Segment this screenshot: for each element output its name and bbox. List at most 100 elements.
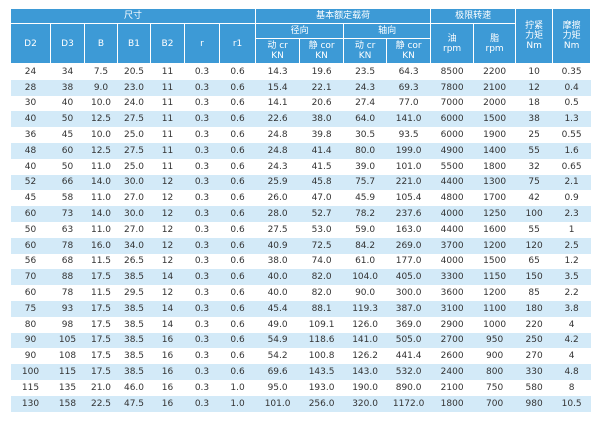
cell: 11.0 (90, 161, 112, 172)
cell: 80 (24, 319, 37, 330)
cell: 3.8 (552, 300, 591, 317)
cell: 0.3 (194, 224, 210, 235)
cell: 17.5 (90, 351, 112, 362)
cell: 269.0 (386, 237, 431, 254)
cell: 17.5 (84, 332, 118, 349)
cell: 11 (150, 111, 185, 128)
cell: 49.0 (267, 319, 288, 330)
cell: 38.5 (117, 364, 151, 380)
cell: 25.0 (123, 130, 145, 141)
cell: 3.5 (552, 269, 591, 286)
cell: 700 (473, 395, 516, 412)
cell: 0.6 (230, 98, 245, 109)
data-row: 130 158 22.5 47.5 16 0.3 1.0 101.0 256.0 320.0 117… (10, 395, 591, 412)
cell: 11 (161, 130, 174, 141)
cell: 27.4 (355, 98, 376, 109)
column-header: B2 (150, 23, 185, 64)
cell: 10.0 (90, 98, 112, 109)
cell: 30.0 (117, 174, 151, 191)
cell: 12 (161, 193, 174, 204)
cell: 0.6 (219, 237, 256, 254)
cell: 40.0 (267, 288, 288, 299)
header-line: Nm (563, 41, 580, 51)
cell: 69.3 (386, 79, 431, 96)
cell: 0.3 (194, 98, 210, 109)
cell: 150 (515, 269, 553, 286)
cell: 0.6 (219, 300, 256, 317)
cell: 28 (10, 79, 51, 96)
cell: 1000 (483, 319, 507, 330)
data-row: 56 68 11.5 26.5 12 0.3 0.6 38.0 74.0 61.0 177.0 400… (11, 254, 591, 270)
cell: 163.0 (395, 224, 422, 235)
cell: 9.0 (84, 79, 118, 96)
cell: 800 (473, 364, 516, 380)
data-row: 60 73 14.0 30.0 12 0.3 0.6 28.0 52.7 78.2 237.6 400… (10, 206, 591, 222)
cell: 61.0 (355, 256, 376, 267)
cell: 0.6 (230, 66, 245, 77)
cell: 38.5 (123, 351, 145, 362)
cell: 532.0 (386, 364, 431, 380)
cell: 0.6 (219, 332, 256, 349)
header-line: 脂 (490, 33, 500, 44)
cell: 11 (150, 142, 185, 159)
cell: 30.5 (355, 130, 376, 141)
header-line: 静 cor (308, 41, 335, 51)
cell: 45 (61, 130, 74, 141)
cell: 23.0 (117, 79, 151, 96)
cell: 108 (58, 351, 77, 362)
cell: 950 (473, 332, 516, 349)
cell: 25.0 (123, 161, 145, 172)
cell: 28.0 (255, 206, 300, 222)
cell: 750 (486, 382, 504, 393)
cell: 221.0 (386, 174, 431, 191)
cell: 22.5 (84, 395, 118, 412)
cell: 11 (161, 161, 174, 172)
cell: 0.6 (230, 224, 245, 235)
cell: 100 (10, 364, 51, 380)
cell: 126.0 (352, 319, 378, 330)
cell: 34 (61, 66, 74, 77)
cell: 55 (515, 142, 553, 159)
cell: 36 (24, 130, 37, 141)
data-row: 30 40 10.0 24.0 11 0.3 0.6 14.1 20.6 27.4 77.0 7000… (11, 96, 591, 112)
cell: 14.3 (267, 66, 288, 77)
cell: 19.6 (311, 66, 332, 77)
cell: 3300 (430, 269, 474, 286)
cell: 58 (61, 193, 74, 204)
cell: 40 (24, 161, 37, 172)
cell: 24.3 (267, 161, 288, 172)
data-row: 115 135 21.0 46.0 16 0.3 1.0 95.0 193.0 190.0 890.… (11, 380, 591, 396)
cell: 64.3 (398, 66, 419, 77)
header-line: 动 cr (267, 41, 288, 51)
cell: 0.6 (230, 288, 245, 299)
cell: 0.6 (230, 130, 245, 141)
cell: 105.4 (395, 193, 422, 204)
column-header: B1 (117, 23, 151, 64)
cell: 38.5 (117, 300, 151, 317)
cell: 105 (50, 332, 85, 349)
cell: 141.0 (343, 332, 387, 349)
cell: 75.7 (343, 174, 387, 191)
cell: 17.5 (90, 319, 112, 330)
cell: 4000 (440, 256, 464, 267)
cell: 135 (58, 382, 77, 393)
cell: 0.6 (219, 142, 256, 159)
cell: 38.0 (299, 111, 344, 128)
cell: 41.5 (311, 161, 332, 172)
cell: 141.0 (386, 111, 431, 128)
data-row: 80 98 17.5 38.5 14 0.3 0.6 49.0 109.1 126.0 369.0 2… (11, 317, 591, 333)
cell: 30 (24, 98, 37, 109)
cell: 3700 (430, 237, 474, 254)
cell: 16 (161, 351, 174, 362)
cell: 12 (515, 79, 553, 96)
cell: 38.5 (123, 319, 145, 330)
column-header: 动 cr KN (343, 38, 388, 64)
cell: 100 (515, 206, 553, 222)
cell: 40 (10, 111, 51, 128)
cell: 39.0 (355, 161, 376, 172)
cell: 45.9 (355, 193, 376, 204)
cell: 90 (10, 332, 51, 349)
group-header: 基本额定载荷 (255, 8, 432, 24)
cell: 0.35 (561, 66, 582, 77)
cell: 3100 (430, 300, 474, 317)
